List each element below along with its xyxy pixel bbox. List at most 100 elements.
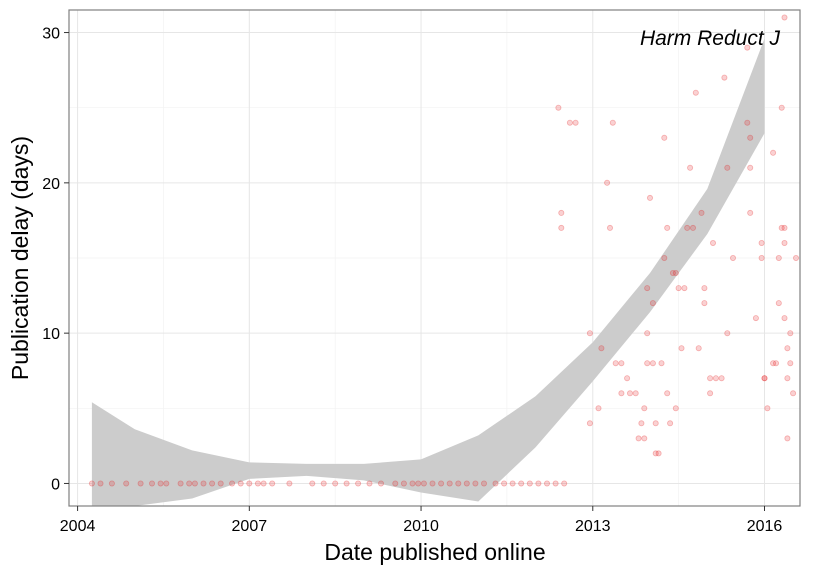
data-point [607,224,614,231]
data-points [88,14,800,487]
x-axis: 2004 2007 2010 2013 2016 [60,506,783,535]
data-point [695,345,702,352]
data-point [638,420,645,427]
x-tick-label: 2007 [232,518,268,535]
data-point [566,119,573,126]
data-point [635,435,642,442]
data-point [260,480,267,487]
grid-lines [69,10,800,506]
data-point [595,405,602,412]
data-point [784,345,791,352]
data-point [641,435,648,442]
data-point [246,480,253,487]
data-point [747,164,754,171]
data-point [747,134,754,141]
data-point [535,480,542,487]
data-point [555,104,562,111]
data-point [355,480,362,487]
data-point [661,134,668,141]
data-point [392,480,399,487]
data-point [721,74,728,81]
data-point [544,480,551,487]
data-point [652,450,659,457]
data-point [455,480,462,487]
data-point [572,119,579,126]
data-point [501,480,508,487]
data-point [724,330,731,337]
data-point [781,14,788,21]
data-point [655,450,662,457]
data-point [269,480,276,487]
data-point [400,480,407,487]
data-point [701,300,708,307]
data-point [687,164,694,171]
data-point [787,360,794,367]
data-point [366,480,373,487]
data-point [320,480,327,487]
data-point [784,375,791,382]
data-point [758,254,765,261]
x-tick-label: 2016 [747,518,783,535]
data-point [191,480,198,487]
data-point [744,44,751,51]
data-point [644,360,651,367]
data-point [632,390,639,397]
data-point [641,405,648,412]
y-axis: 0 10 20 30 [42,26,69,493]
data-point [209,480,216,487]
data-point [667,420,674,427]
data-point [649,360,656,367]
data-point [618,390,625,397]
data-point [518,480,525,487]
data-point [472,480,479,487]
data-point [652,420,659,427]
data-point [618,360,625,367]
x-tick-label: 2013 [575,518,611,535]
data-point [627,390,634,397]
data-point [480,480,487,487]
data-point [108,480,115,487]
data-point [781,224,788,231]
data-point [661,254,668,261]
data-point [761,375,768,382]
data-point [692,89,699,96]
data-point [778,224,785,231]
data-point [710,239,717,246]
plot-border [68,9,801,507]
data-point [781,315,788,322]
data-point [675,285,682,292]
data-point [724,164,731,171]
data-point [752,315,759,322]
data-point [669,269,676,276]
data-point [707,375,714,382]
data-point [438,480,445,487]
data-point [658,360,665,367]
data-point [790,390,797,397]
data-point [612,360,619,367]
data-point [770,149,777,156]
data-point [429,480,436,487]
data-point [254,480,261,487]
y-tick-label: 20 [42,176,60,193]
data-point [744,119,751,126]
data-point [664,390,671,397]
data-point [286,480,293,487]
data-point [784,435,791,442]
data-point [770,360,777,367]
data-point [446,480,453,487]
data-point [586,330,593,337]
data-point [552,480,559,487]
data-point [561,480,568,487]
x-tick-label: 2004 [60,518,96,535]
data-point [793,254,800,261]
data-point [492,480,499,487]
x-axis-title: Date published online [324,539,545,565]
data-point [415,480,422,487]
data-point [647,194,654,201]
data-point [420,480,427,487]
data-point [200,480,207,487]
data-point [761,375,768,382]
data-point [775,300,782,307]
data-point [123,480,130,487]
